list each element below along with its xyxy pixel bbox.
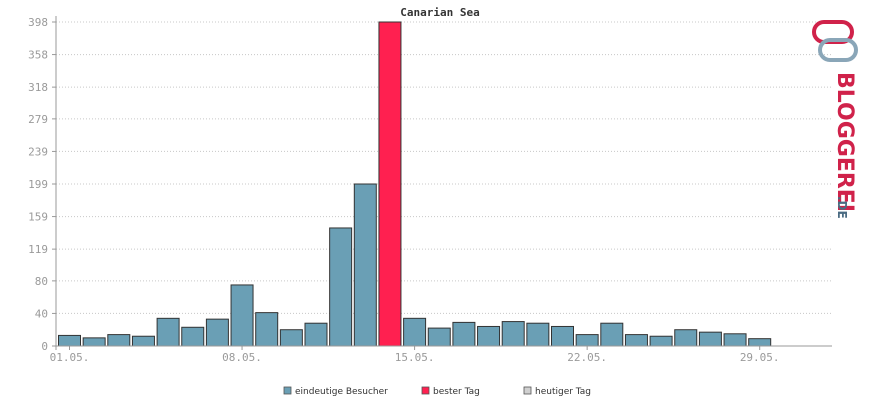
bars <box>58 21 772 347</box>
x-axis-ticks: 01.05. 08.05. 15.05. 22.05. 29.05. <box>50 346 780 364</box>
visitor-bar <box>649 335 673 347</box>
visitor-bar <box>205 318 229 347</box>
visitor-bar <box>452 321 476 347</box>
visitor-bar <box>551 325 574 347</box>
visitor-bar <box>156 317 180 347</box>
y-tick-label: 159 <box>28 211 48 224</box>
visitor-bar <box>698 331 722 347</box>
grid-lines <box>56 21 832 314</box>
x-tick-label: 08.05. <box>222 351 262 364</box>
brand-name: BLOGGEREI <box>832 72 857 212</box>
x-tick-label: 22.05. <box>567 351 607 364</box>
visitor-bar <box>58 334 81 347</box>
legend-label: eindeutige Besucher <box>295 387 388 397</box>
legend-label: heutiger Tag <box>535 387 591 397</box>
visitor-bar <box>131 335 155 347</box>
visitor-bar <box>674 329 698 347</box>
visitor-bar <box>403 317 427 347</box>
visitor-bar <box>723 333 747 347</box>
bloggerei-logo-icon <box>812 20 858 62</box>
visitor-bar <box>600 322 624 347</box>
legend: eindeutige Besucher bester Tag heutiger Ta… <box>283 386 591 397</box>
legend-swatch <box>523 386 532 395</box>
x-tick-label: 01.05. <box>50 351 90 364</box>
y-tick-label: 358 <box>28 49 48 62</box>
legend-swatch <box>283 386 292 395</box>
visitor-bar <box>107 334 131 347</box>
visitor-bar <box>304 322 328 347</box>
visitor-bar <box>230 284 254 347</box>
visitor-bar <box>181 326 205 347</box>
visitor-bar <box>82 337 106 347</box>
y-tick-label: 80 <box>35 275 48 288</box>
y-tick-label: 0 <box>41 340 48 353</box>
y-tick-label: 239 <box>28 145 48 158</box>
visitor-bar <box>279 329 303 347</box>
y-tick-label: 279 <box>28 113 48 126</box>
y-tick-label: 40 <box>35 307 48 320</box>
y-axis-ticks: 0 40 80 119 159 199 239 279 318 358 398 <box>28 16 56 353</box>
bloggerei-brand: BLOGGEREI .DE <box>808 18 864 219</box>
visitor-bar <box>748 338 772 347</box>
legend-label: bester Tag <box>433 387 480 397</box>
legend-swatch <box>421 386 430 395</box>
visitor-bar <box>501 321 525 347</box>
y-tick-label: 398 <box>28 16 48 29</box>
x-tick-label: 29.05. <box>740 351 780 364</box>
visitor-bar <box>353 183 377 347</box>
y-tick-label: 199 <box>28 178 48 191</box>
brand-suffix: .DE <box>835 196 849 218</box>
visitor-bar <box>427 327 451 347</box>
y-tick-label: 119 <box>28 243 48 256</box>
best-day-bar <box>378 21 402 347</box>
visitor-bar <box>575 334 599 347</box>
visitor-bar <box>477 325 501 347</box>
chart-title: Canarian Sea <box>400 6 479 19</box>
visitor-bar <box>329 227 353 347</box>
axes <box>52 16 832 350</box>
x-tick-label: 15.05. <box>395 351 435 364</box>
visitor-bar <box>526 322 550 347</box>
visitor-bar <box>255 312 279 347</box>
y-tick-label: 318 <box>28 81 48 94</box>
visitor-bar <box>624 334 648 347</box>
